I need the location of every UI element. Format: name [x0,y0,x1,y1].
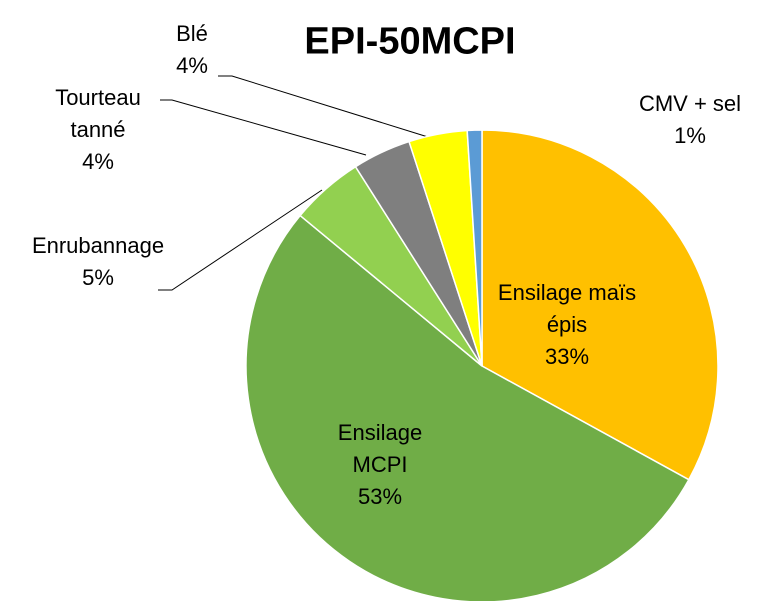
slice-label: Enrubannage 5% [18,230,178,294]
slice-label: Tourteau tanné 4% [36,82,161,178]
leader-line [160,99,367,156]
value-label: 33% [544,344,590,369]
value-label: 4% [82,149,114,174]
category-label: CMV + sel [638,91,742,116]
value-label: 1% [674,123,706,148]
category-label: Tourteau tanné [55,85,141,142]
pie-slice [481,129,719,481]
category-label: Ensilage MCPI [337,420,423,477]
value-label: 4% [176,53,208,78]
chart-title: EPI-50MCPI [304,20,516,63]
leader-line [158,189,323,291]
leader-line [218,75,429,138]
category-label: Blé [176,21,208,46]
pie-slice [466,129,483,367]
category-label: Enrubannage [31,233,165,258]
value-label: 5% [82,265,114,290]
slice-label: Blé 4% [152,18,232,82]
slice-label: CMV + sel 1% [620,88,759,152]
value-label: 53% [357,484,403,509]
slice-label: Ensilage MCPI 53% [325,417,435,513]
category-label: Ensilage maïs épis [497,280,637,337]
pie-slice [245,214,690,601]
slice-label: Ensilage maïs épis 33% [482,277,652,373]
